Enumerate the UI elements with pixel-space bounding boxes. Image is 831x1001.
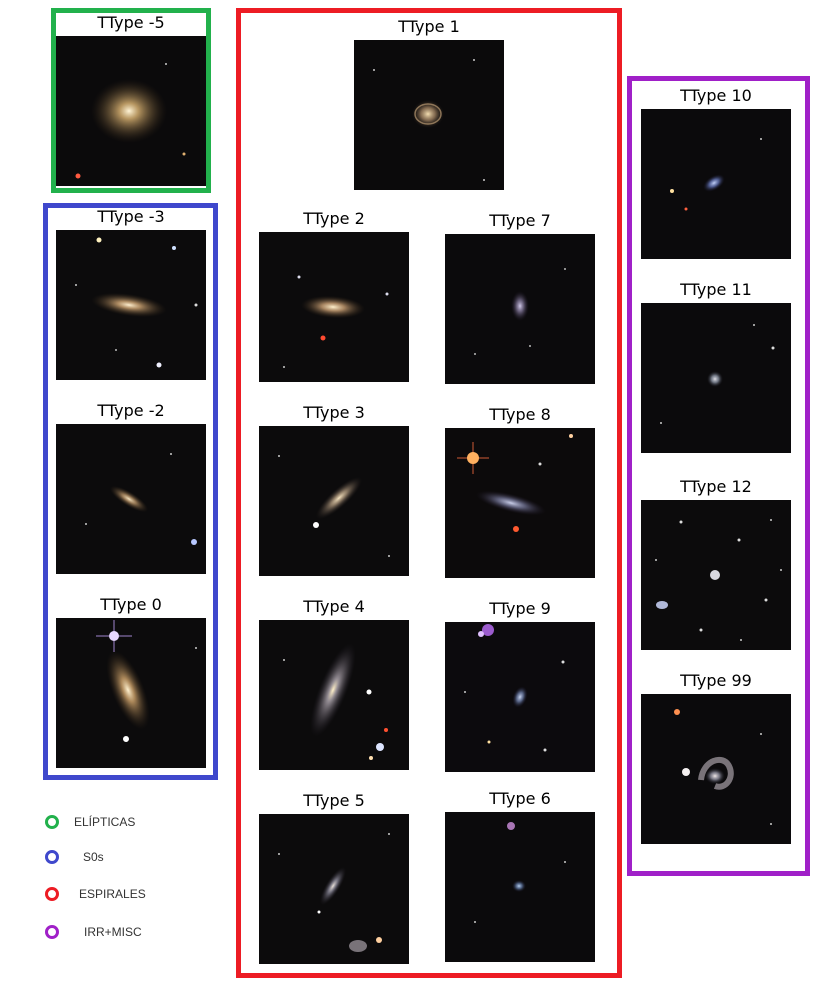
panel-title: TType -2 [97,401,165,420]
panel-title: TType 11 [680,280,752,299]
galaxy-image [641,109,791,259]
panel-title: TType -3 [97,207,165,226]
legend-label: ELÍPTICAS [74,815,136,829]
galaxy-image [641,694,791,844]
galaxy-image [354,40,504,190]
elliptical-group-frame [51,8,211,193]
panel-title: TType 4 [303,597,365,616]
panel-title: TType 5 [303,791,365,810]
panel-title: TType -5 [97,13,165,32]
legend-item-elipticas: ELÍPTICAS [45,814,205,830]
panel-title: TType 99 [680,671,752,690]
panel-title: TType 7 [489,211,551,230]
legend-item-s0s: S0s [45,849,205,865]
red-circle-icon [45,887,59,901]
galaxy-image [641,500,791,650]
galaxy-image [259,426,409,576]
panel-title: TType 8 [489,405,551,424]
galaxy-image [56,230,206,380]
galaxy-image [56,424,206,574]
legend-item-irr-misc: IRR+MISC [45,924,205,940]
panel-title: TType 0 [100,595,162,614]
galaxy-image [56,36,206,186]
galaxy-image [641,303,791,453]
panel-title: TType 9 [489,599,551,618]
galaxy-image [259,620,409,770]
legend-label: ESPIRALES [79,887,146,901]
legend-label: IRR+MISC [84,925,142,939]
panel-title: TType 3 [303,403,365,422]
galaxy-image [259,814,409,964]
panel-title: TType 2 [303,209,365,228]
blue-circle-icon [45,850,59,864]
galaxy-image [445,234,595,384]
panel-title: TType 1 [398,17,460,36]
s0-group-frame [43,203,218,780]
legend-item-espirales: ESPIRALES [45,886,205,902]
spiral-group-frame [236,8,622,978]
galaxy-image [445,622,595,772]
panel-title: TType 10 [680,86,752,105]
irr-misc-group-frame [627,76,810,876]
galaxy-image [445,812,595,962]
galaxy-image [56,618,206,768]
panel-title: TType 12 [680,477,752,496]
legend-label: S0s [83,850,104,864]
galaxy-image [445,428,595,578]
galaxy-image [259,232,409,382]
purple-circle-icon [45,925,59,939]
panel-title: TType 6 [489,789,551,808]
green-circle-icon [45,815,59,829]
